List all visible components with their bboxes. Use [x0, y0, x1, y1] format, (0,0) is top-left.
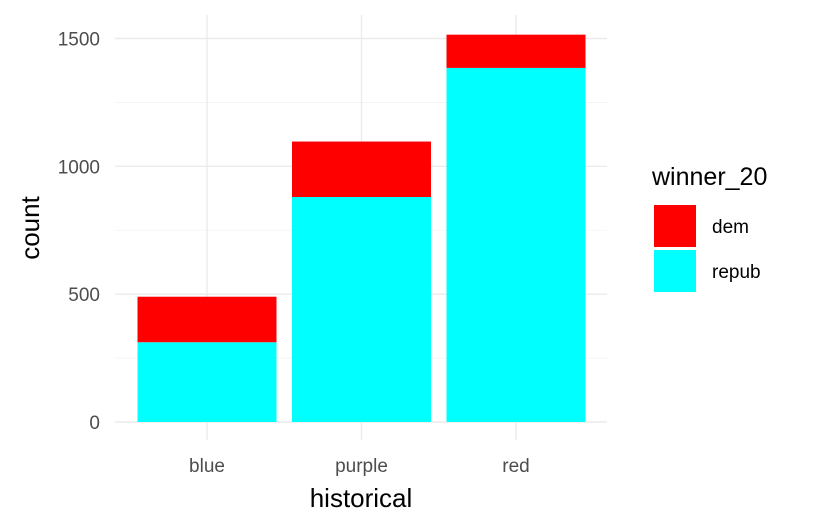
legend-title: winner_20	[651, 163, 767, 191]
x-axis-ticks: blue purple red	[189, 456, 530, 477]
y-tick-label: 500	[68, 285, 100, 306]
bar-purple-repub	[292, 197, 431, 422]
bars	[137, 34, 586, 422]
bar-purple-dem	[292, 141, 431, 198]
bar-red-dem	[446, 34, 586, 68]
bar-red-repub	[446, 67, 586, 422]
y-axis-title: count	[15, 195, 45, 259]
legend: winner_20 dem repub	[651, 163, 767, 292]
legend-key-repub	[654, 250, 696, 292]
y-tick-label: 1500	[58, 30, 100, 51]
bar-blue-dem	[137, 296, 277, 343]
y-tick-label: 0	[89, 413, 100, 434]
legend-label-dem: dem	[712, 217, 749, 238]
x-tick-label: blue	[189, 456, 225, 477]
y-tick-label: 1000	[58, 157, 100, 178]
bar-blue-repub	[137, 342, 277, 422]
legend-key-dem	[654, 205, 696, 247]
y-axis-ticks: 0 500 1000 1500	[58, 30, 100, 435]
x-tick-label: red	[502, 456, 529, 477]
legend-label-repub: repub	[712, 262, 761, 283]
x-tick-label: purple	[335, 456, 388, 477]
x-axis-title: historical	[310, 483, 413, 513]
